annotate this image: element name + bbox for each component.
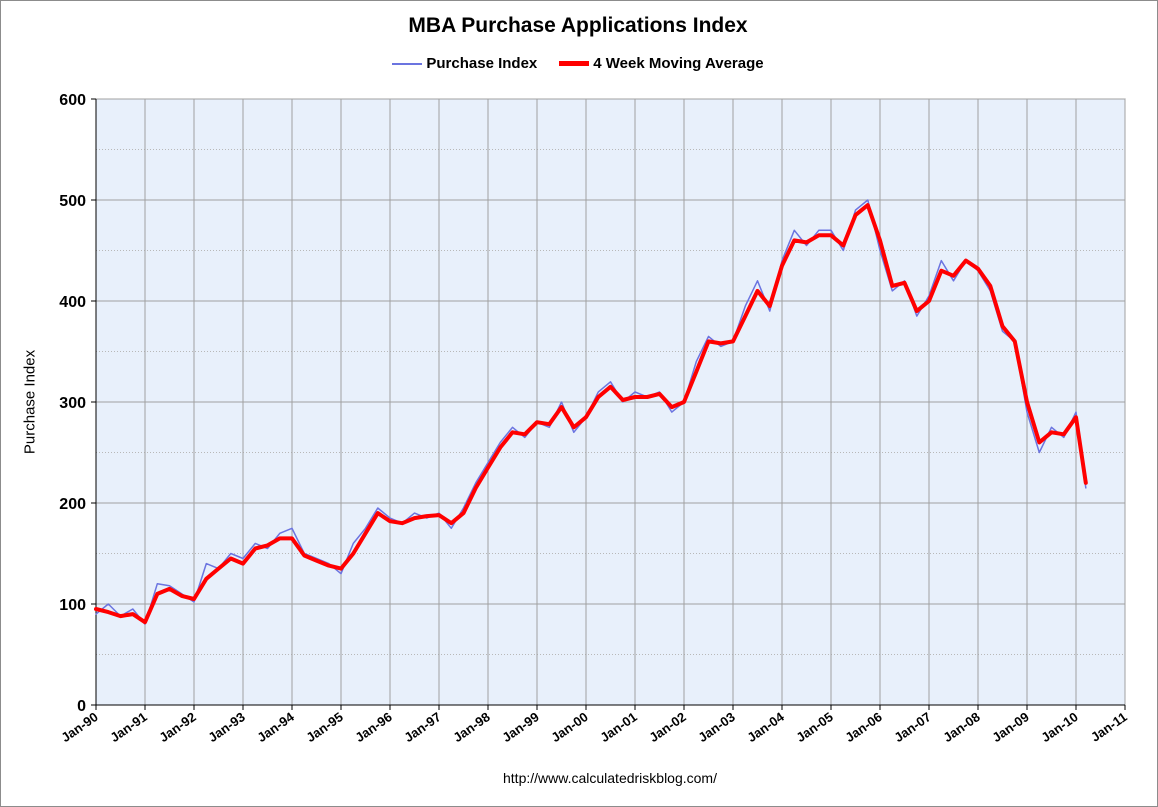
y-tick-label: 300 <box>59 395 86 412</box>
x-tick-label: Jan-99 <box>499 709 541 745</box>
x-tick-label: Jan-10 <box>1038 709 1080 745</box>
x-tick-label: Jan-07 <box>891 709 933 745</box>
legend-label-moving-average: 4 Week Moving Average <box>593 55 764 72</box>
y-tick-label: 100 <box>59 597 86 614</box>
x-tick-label: Jan-06 <box>842 709 884 745</box>
x-tick-label: Jan-03 <box>695 709 737 745</box>
x-tick-label: Jan-00 <box>548 709 590 745</box>
y-tick-label: 500 <box>59 193 86 210</box>
x-tick-label: Jan-92 <box>156 709 198 745</box>
x-tick-label: Jan-02 <box>646 709 688 745</box>
y-tick-label: 400 <box>59 294 86 311</box>
legend-swatch-purchase-index <box>392 62 423 65</box>
legend-item-purchase-index: Purchase Index <box>392 55 537 72</box>
x-tick-label: Jan-08 <box>940 709 982 745</box>
x-tick-label: Jan-96 <box>352 709 394 745</box>
legend: Purchase Index 4 Week Moving Average <box>0 55 1156 72</box>
x-tick-label: Jan-11 <box>1088 709 1130 745</box>
x-tick-label: Jan-91 <box>107 709 149 745</box>
x-tick-label: Jan-94 <box>254 709 297 745</box>
x-tick-label: Jan-05 <box>793 709 835 745</box>
y-tick-label: 0 <box>77 698 86 715</box>
x-tick-label: Jan-93 <box>205 709 247 745</box>
source-url: http://www.calculatedriskblog.com/ <box>503 770 717 786</box>
x-tick-label: Jan-04 <box>744 709 787 745</box>
y-tick-label: 600 <box>59 92 86 109</box>
x-tick-label: Jan-98 <box>450 709 492 745</box>
legend-label-purchase-index: Purchase Index <box>426 55 538 72</box>
series-line-moving-average <box>94 203 1088 625</box>
x-tick-label: Jan-01 <box>597 709 639 745</box>
legend-swatch-moving-average <box>559 61 590 66</box>
x-tick-label: Jan-97 <box>401 709 443 745</box>
x-tick-label: Jan-09 <box>989 709 1031 745</box>
chart-title: MBA Purchase Applications Index <box>408 14 748 37</box>
x-tick-label: Jan-95 <box>303 709 345 745</box>
legend-item-moving-average: 4 Week Moving Average <box>559 55 764 72</box>
y-tick-label: 200 <box>59 496 86 513</box>
